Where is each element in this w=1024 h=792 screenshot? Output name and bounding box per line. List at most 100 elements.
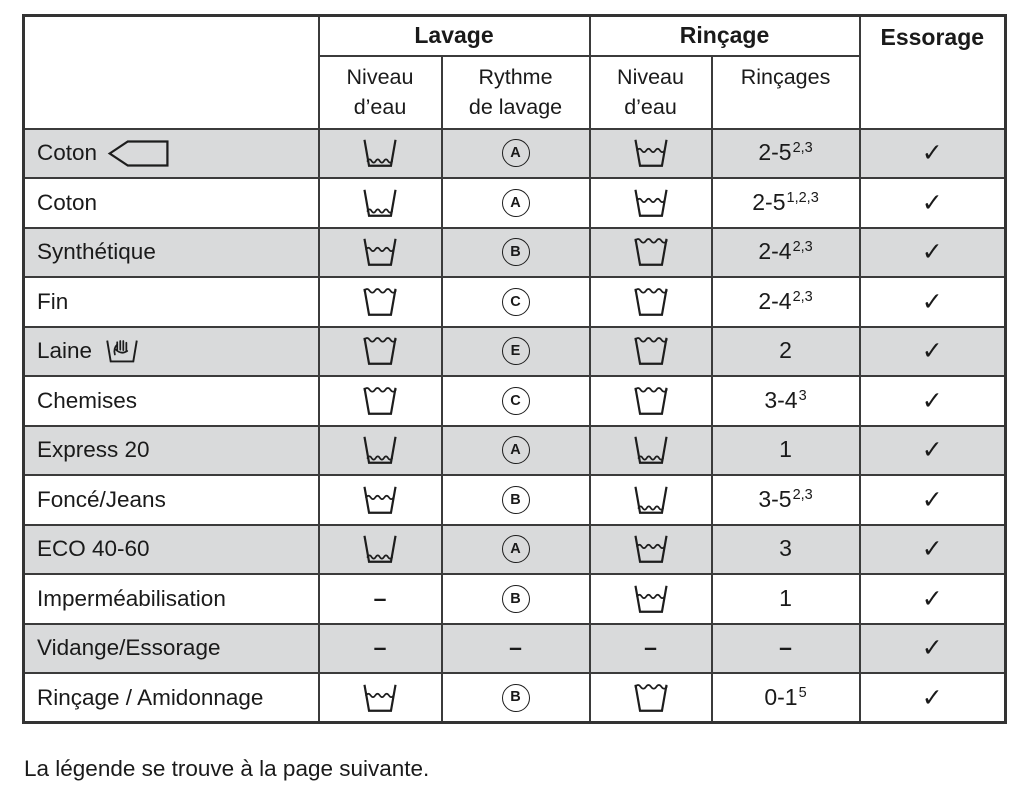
rinse-footnote: 1,2,3 (786, 189, 819, 206)
rinse-water-level-header: Niveau d’eau (588, 54, 713, 130)
rinse-footnote: 2,3 (792, 486, 813, 503)
wash-water-level-cell (317, 226, 443, 278)
rinse-water-level-cell (588, 276, 713, 328)
header-sub-row: Niveau d’eau Rythme de lavage Niveau d’e… (24, 54, 1006, 130)
tub-water-full-icon (630, 682, 672, 714)
checkmark-icon: ✓ (921, 138, 943, 168)
rinse-count-cell: 3-52,3 (710, 474, 861, 526)
wash-rhythm-cell: – (440, 622, 591, 674)
program-label: Fin (37, 288, 69, 314)
rinse-group-header: Rinçage (588, 14, 861, 57)
checkmark-icon: ✓ (921, 583, 943, 613)
table-row: Rinçage / Amidonnage B 0-15 ✓ (22, 672, 1007, 724)
program-cell: Coton (22, 127, 320, 179)
table-row: Vidange/Essorage – – – – ✓ (22, 622, 1007, 674)
rinse-count-cell: 2-42,3 (710, 276, 861, 328)
checkmark-icon: ✓ (921, 237, 943, 267)
wash-rhythm-badge: B (501, 238, 530, 267)
spin-cell: ✓ (858, 276, 1007, 328)
wash-rhythm-badge: C (501, 386, 530, 415)
wash-rhythm-badge: B (501, 584, 530, 613)
table-row: Laine E 2 ✓ (22, 325, 1007, 377)
wash-rhythm-cell: B (440, 573, 591, 625)
tub-water-low-icon (630, 484, 672, 516)
wash-water-level-header: Niveau d’eau (317, 54, 443, 130)
wash-rhythm-badge: B (501, 683, 530, 712)
program-label: Chemises (37, 387, 138, 413)
checkmark-icon: ✓ (921, 187, 943, 217)
table-row: Express 20 A 1 ✓ (22, 424, 1007, 476)
rinse-count: 2-42,3 (758, 287, 813, 314)
rinse-count: 2-42,3 (758, 238, 813, 265)
program-cell: Foncé/Jeans (22, 474, 320, 526)
dash: – (373, 634, 387, 661)
program-cell: Rinçage / Amidonnage (22, 672, 320, 724)
checkmark-icon: ✓ (921, 385, 943, 415)
program-label: Imperméabilisation (37, 585, 226, 611)
checkmark-icon: ✓ (921, 286, 943, 316)
spin-cell: ✓ (858, 573, 1007, 625)
wash-water-level-cell (317, 375, 443, 427)
wash-rhythm-badge: A (501, 139, 530, 168)
wash-rhythm-badge: A (501, 535, 530, 564)
wash-water-level-cell (317, 523, 443, 575)
rinse-footnote: 5 (798, 684, 807, 701)
wash-rhythm-badge: A (501, 188, 530, 217)
tub-water-full-icon (630, 286, 672, 318)
table-row: ECO 40-60 A 3 ✓ (22, 523, 1007, 575)
header-group-row: Lavage Rinçage Essorage (22, 14, 1007, 130)
tub-water-full-icon (359, 335, 401, 367)
spin-cell: ✓ (858, 226, 1007, 278)
rinse-water-level-cell (588, 523, 713, 575)
dash: – (509, 634, 522, 661)
program-cell: Coton (22, 177, 320, 229)
rinse-count-cell: 0-15 (710, 672, 861, 724)
rinse-count-cell: 2-52,3 (710, 127, 861, 179)
wash-water-level-cell (317, 127, 443, 179)
tub-water-low-icon (359, 137, 401, 169)
program-label: Express 20 (37, 437, 150, 463)
tub-water-low-icon (359, 434, 401, 466)
rinse-water-level-cell (588, 226, 713, 278)
wash-rhythm-header: Rythme de lavage (440, 54, 591, 130)
program-label: Coton (37, 189, 98, 215)
rinse-count-header: Rinçages (710, 54, 861, 130)
checkmark-icon: ✓ (921, 435, 943, 465)
checkmark-icon: ✓ (921, 484, 943, 514)
table-row: Fin C 2-42,3 ✓ (22, 276, 1007, 328)
rinse-count-cell: 1 (710, 424, 861, 476)
tub-water-mid-icon (630, 137, 672, 169)
tub-water-mid-icon (630, 533, 672, 565)
checkmark-icon: ✓ (921, 633, 943, 663)
rinse-water-level-cell (588, 177, 713, 229)
spin-cell: ✓ (858, 177, 1007, 229)
wash-water-level-cell (317, 424, 443, 476)
rinse-water-level-cell (588, 325, 713, 377)
program-cell: ECO 40-60 (22, 523, 320, 575)
rinse-water-level-cell (588, 474, 713, 526)
checkmark-icon: ✓ (921, 534, 943, 564)
spin-column-header: Essorage (858, 14, 1007, 130)
program-cell: Chemises (22, 375, 320, 427)
legend-note: La légende se trouve à la page suivante. (24, 756, 430, 781)
spin-cell: ✓ (858, 375, 1007, 427)
rinse-count: 0-15 (764, 683, 807, 710)
tub-water-full-icon (630, 385, 672, 417)
rinse-count-cell: 2-42,3 (710, 226, 861, 278)
rinse-count-cell: 1 (710, 573, 861, 625)
tub-water-low-icon (359, 187, 401, 219)
tub-water-low-icon (630, 434, 672, 466)
wash-rhythm-cell: A (440, 523, 591, 575)
wash-rhythm-badge: B (501, 485, 530, 514)
rinse-count-cell: 3-43 (710, 375, 861, 427)
dash: – (779, 634, 792, 661)
wash-water-level-cell (317, 325, 443, 377)
handwash-icon (102, 336, 142, 366)
spin-cell: ✓ (858, 523, 1007, 575)
table-row: Chemises C 3-43 ✓ (22, 375, 1007, 427)
program-cell: Synthétique (22, 226, 320, 278)
wash-water-level-cell: – (317, 622, 443, 674)
wash-water-level-cell (317, 177, 443, 229)
spin-cell: ✓ (858, 424, 1007, 476)
wash-rhythm-badge: C (501, 287, 530, 316)
